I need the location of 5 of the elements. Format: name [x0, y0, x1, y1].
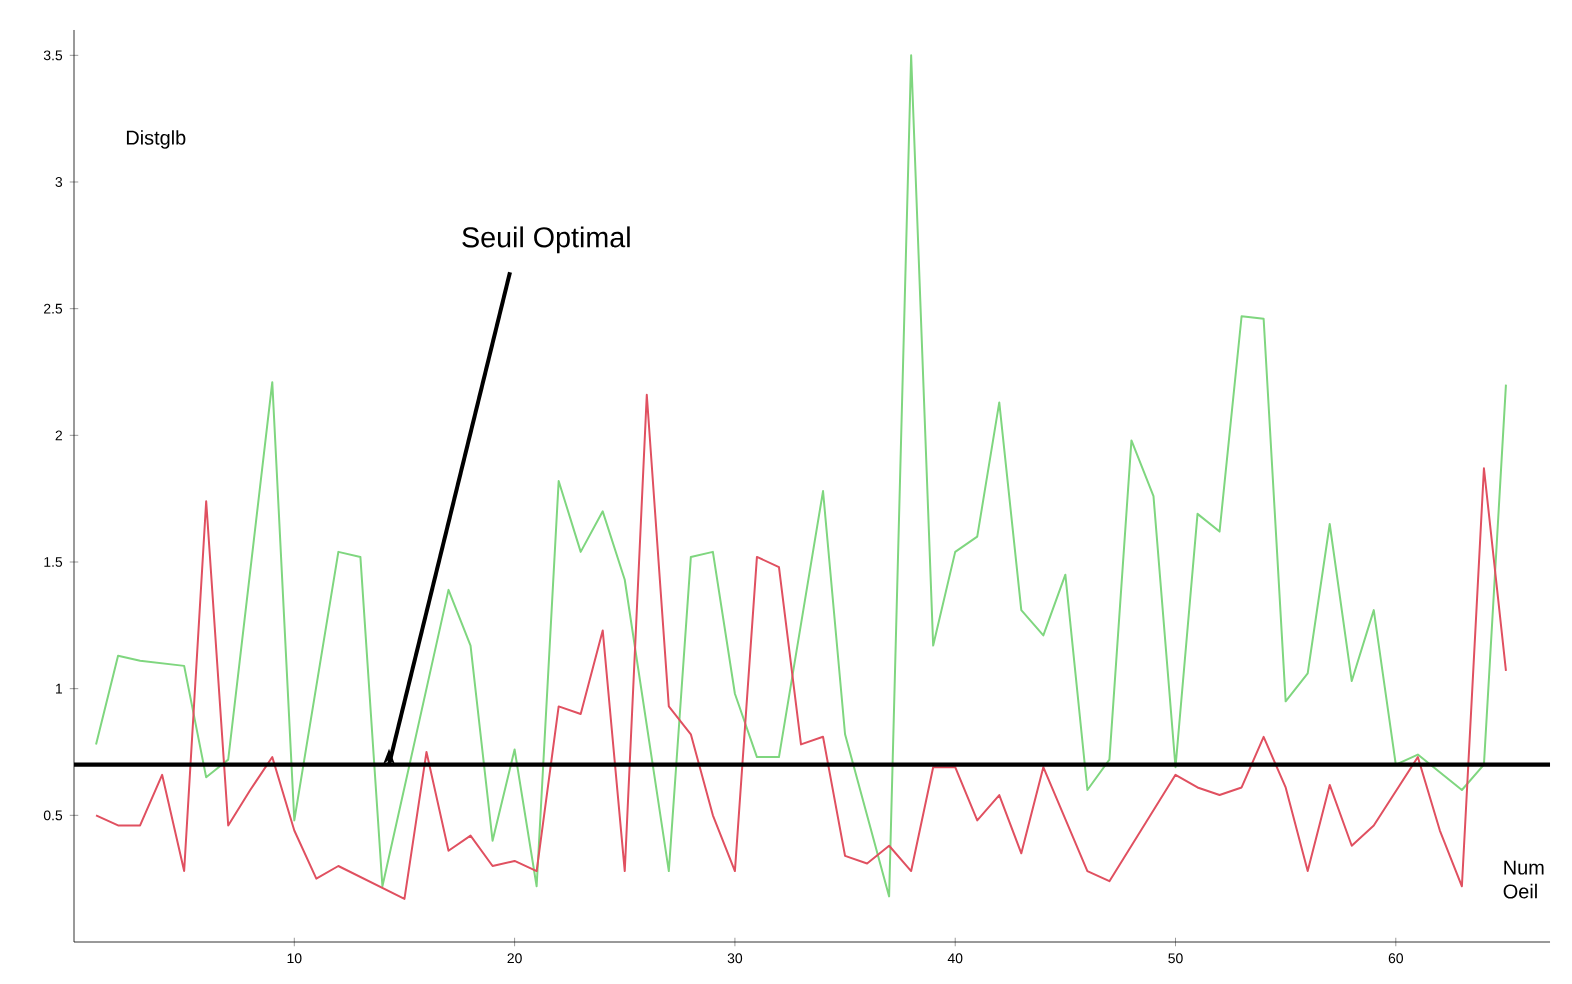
y-axis-title: Distglb: [126, 130, 186, 149]
line-series: [95, 393, 1507, 900]
x-axis-title: Num Oeil: [1503, 860, 1544, 899]
ref-line-label: Seuil Optimal: [462, 226, 630, 254]
line-series: [95, 54, 1507, 898]
